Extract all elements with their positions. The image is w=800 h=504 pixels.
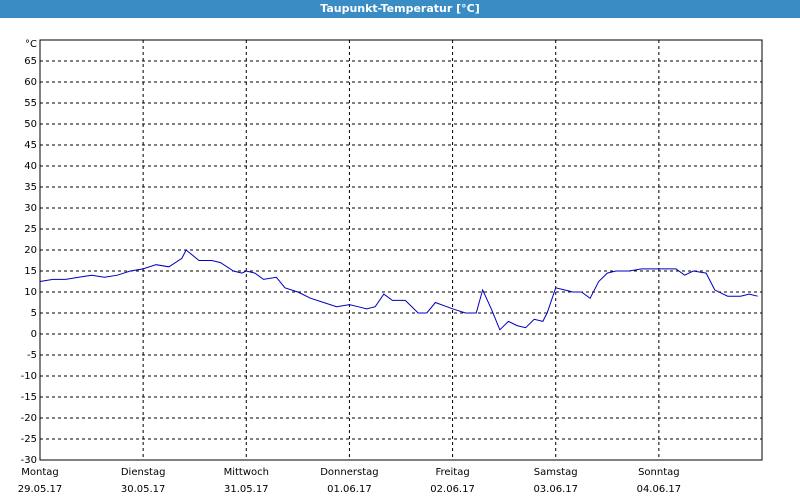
y-tick-label: -15 (21, 392, 37, 403)
y-tick-label: 20 (24, 245, 37, 256)
x-tick-date: 31.05.17 (224, 484, 269, 495)
y-tick-label: 60 (24, 77, 37, 88)
y-tick-label: -5 (27, 350, 37, 361)
x-tick-label: Dienstag (121, 467, 166, 478)
x-tick-date: 04.06.17 (637, 484, 682, 495)
y-tick-label: -25 (21, 434, 37, 445)
y-tick-label: 0 (31, 329, 37, 340)
x-tick-date: 29.05.17 (18, 484, 63, 495)
x-tick-label: Sonntag (638, 467, 680, 478)
y-tick-label: 50 (24, 119, 37, 130)
x-tick-label: Mittwoch (224, 467, 269, 478)
y-tick-label: 65 (24, 56, 37, 67)
x-tick-label: Samstag (534, 467, 578, 478)
y-unit: °C (25, 39, 37, 50)
data-line (39, 249, 758, 331)
y-tick-label: -20 (21, 413, 37, 424)
x-tick-date: 30.05.17 (121, 484, 166, 495)
y-tick-label: -10 (21, 371, 37, 382)
title-bar (0, 0, 800, 18)
y-tick-label: 30 (24, 203, 37, 214)
x-tick-date: 03.06.17 (533, 484, 578, 495)
y-tick-label: 55 (24, 98, 37, 109)
y-tick-label: 40 (24, 161, 37, 172)
y-tick-label: 25 (24, 224, 37, 235)
x-tick-label: Freitag (435, 467, 469, 478)
chart-title: Taupunkt-Temperatur [°C] (320, 2, 480, 15)
x-tick-date: 01.06.17 (327, 484, 372, 495)
x-tick-label: Donnerstag (320, 467, 378, 478)
x-tick-label: Montag (21, 467, 58, 478)
y-tick-label: 5 (31, 308, 37, 319)
y-tick-label: 15 (24, 266, 37, 277)
x-tick-date: 02.06.17 (430, 484, 475, 495)
y-tick-label: 35 (24, 182, 37, 193)
y-tick-label: 45 (24, 140, 37, 151)
y-tick-label: 10 (24, 287, 37, 298)
y-tick-label: -30 (21, 455, 37, 466)
